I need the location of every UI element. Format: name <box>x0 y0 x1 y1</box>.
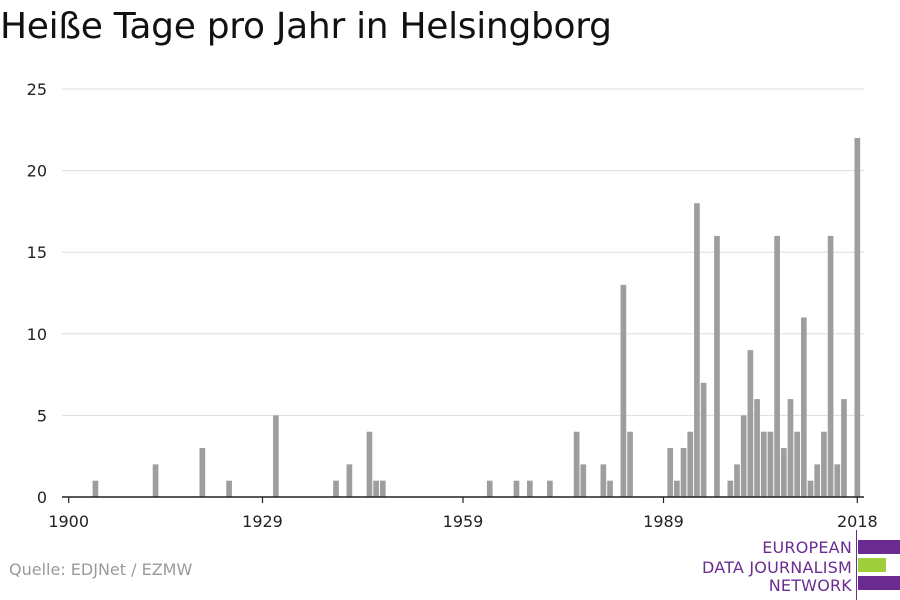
bar <box>486 480 493 497</box>
bar <box>801 317 807 497</box>
x-tick-label: 1929 <box>242 512 283 531</box>
bar <box>854 137 861 497</box>
x-tick-label: 1989 <box>643 512 684 531</box>
bar <box>827 235 834 497</box>
bar <box>152 464 159 497</box>
x-tick-label: 2018 <box>837 512 878 531</box>
bar <box>740 415 747 497</box>
bar <box>807 480 814 497</box>
bar <box>573 431 580 497</box>
logo-bar-middle <box>858 558 886 572</box>
bar <box>760 431 767 497</box>
bar <box>580 464 587 497</box>
bar <box>226 480 232 497</box>
bar <box>687 431 694 497</box>
bar <box>821 431 827 497</box>
logo-text-line1: EUROPEAN <box>762 538 852 557</box>
source-note: Quelle: EDJNet / EZMW <box>9 560 193 579</box>
bar <box>607 480 613 497</box>
bar <box>513 480 520 497</box>
bar <box>774 235 780 497</box>
y-tick-label: 10 <box>27 325 47 344</box>
bar <box>700 382 707 497</box>
x-tick-label: 1900 <box>48 512 89 531</box>
bar <box>747 350 754 497</box>
logo-bar-top <box>858 540 900 554</box>
bar <box>714 235 720 497</box>
bar <box>346 464 353 497</box>
y-tick-label: 0 <box>37 488 47 507</box>
bar <box>92 480 99 497</box>
chart-title: Heiße Tage pro Jahr in Helsingborg <box>0 6 612 47</box>
bar <box>780 448 787 497</box>
bar <box>794 431 801 497</box>
bar <box>814 464 821 497</box>
bar <box>667 448 674 497</box>
y-tick-label: 15 <box>27 243 47 262</box>
bar <box>694 203 700 498</box>
logo-text-line2: DATA JOURNALISM <box>702 558 852 577</box>
bar <box>734 464 740 497</box>
bar <box>199 448 206 497</box>
bar <box>627 431 633 497</box>
bar <box>547 480 553 497</box>
y-tick-label: 20 <box>27 162 47 181</box>
logo-text-line3: NETWORK <box>768 576 852 595</box>
logo-bar-bottom <box>858 576 900 590</box>
bar <box>754 399 760 497</box>
bar <box>600 464 607 497</box>
bar <box>333 480 339 497</box>
bar <box>841 399 847 497</box>
bar <box>680 448 687 497</box>
bar <box>373 480 379 497</box>
bar <box>727 480 734 497</box>
x-tick-label: 1959 <box>443 512 484 531</box>
bar <box>379 480 386 497</box>
bar <box>620 284 627 497</box>
bar <box>366 431 373 497</box>
bar <box>526 480 533 497</box>
bar <box>674 480 680 497</box>
y-tick-label: 5 <box>37 406 47 425</box>
bar <box>787 399 794 497</box>
edjnet-logo: EUROPEAN DATA JOURNALISM NETWORK <box>700 530 900 600</box>
bar <box>767 431 774 497</box>
bar <box>273 415 279 497</box>
bar <box>834 464 841 497</box>
y-tick-label: 25 <box>27 80 47 99</box>
logo-divider <box>856 530 857 600</box>
